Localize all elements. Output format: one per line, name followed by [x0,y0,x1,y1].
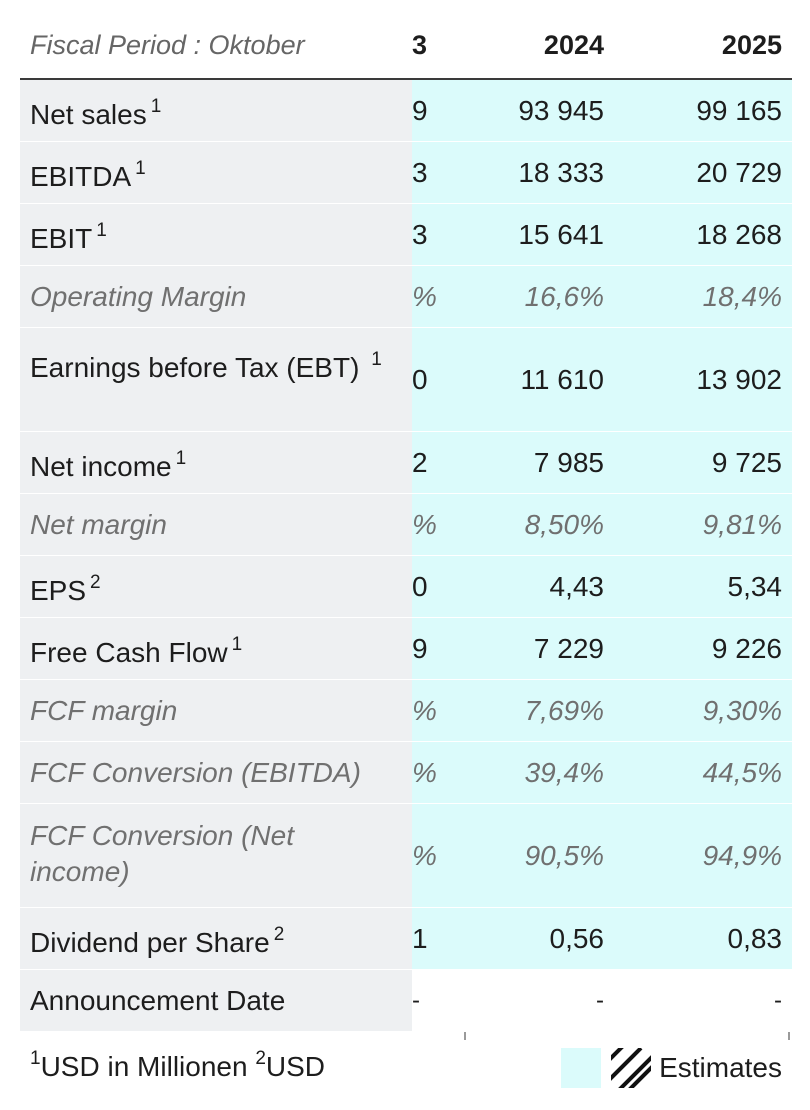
legend-label: Estimates [659,1052,782,1083]
cell-value: - [596,986,604,1014]
footnote-legend: 1USD in Millionen 2USD [30,1048,325,1083]
cell-value: % [412,694,437,726]
cell-value: 90,5% [524,839,604,871]
footnote-text: USD in Millionen [40,1051,248,1082]
table-row: Free Cash Flow 1 9 7 229 9 226 [20,618,792,680]
cell-value: 9,30% [702,694,782,726]
cell-value: 7,69% [524,694,604,726]
footnote-marker: 2 [90,571,101,593]
row-label: Net margin [30,508,167,540]
table-row: FCF Conversion (EBITDA) % 39,4% 44,5% [20,742,792,804]
table-row: FCF Conversion (Net income) % 90,5% 94,9… [20,804,792,908]
table-row: Dividend per Share 2 1 0,56 0,83 [20,908,792,970]
footnote-marker: 1 [175,447,187,469]
table-row: EBITDA 1 3 18 333 20 729 [20,142,792,204]
estimates-legend: Estimates [561,1048,782,1088]
cell-value: 3 [412,218,428,250]
cell-value: 94,9% [702,839,782,871]
row-label: Operating Margin [30,280,247,312]
row-label: EPS 2 [30,571,101,606]
table-header: Fiscal Period : Oktober 3 2024 2025 [20,0,792,80]
cell-value: 2 [412,446,428,478]
column-tick-marks [20,1032,792,1042]
cell-value: 0 [412,570,428,602]
cell-value: 4,43 [549,570,605,602]
cell-value: 0,83 [727,922,783,954]
table-row: Net margin % 8,50% 9,81% [20,494,792,556]
footnote-marker: 1 [150,95,162,117]
cell-value: 9 226 [711,632,782,664]
fiscal-period-label: Fiscal Period : Oktober [30,30,305,60]
footnote-marker: 1 [231,633,243,655]
footnote-marker: 1 [371,349,382,370]
cell-value: 5,34 [727,570,783,602]
table-row: EPS 2 0 4,43 5,34 [20,556,792,618]
cell-value: 9 [412,632,428,664]
table-row: Earnings before Tax (EBT) 1 0 11 610 13 … [20,328,792,432]
cell-value: 44,5% [702,756,782,788]
cell-value: 39,4% [524,756,604,788]
cell-value: 7 985 [533,446,604,478]
cell-value: 11 610 [520,363,604,395]
cell-value: 9,81% [702,508,782,540]
cell-value: 0,56 [549,922,605,954]
footnote-marker: 2 [273,923,285,945]
cell-value: 3 [412,156,428,188]
table-row: Net income 1 2 7 985 9 725 [20,432,792,494]
cell-value: % [412,508,437,540]
cell-value: 9 725 [711,446,782,478]
row-label: Dividend per Share 2 [30,923,285,958]
column-header-2025: 2025 [721,30,782,60]
row-label: Net sales 1 [30,95,162,130]
footnote-text: USD [265,1051,326,1082]
cell-value: 18 333 [518,156,604,188]
estimate-color-swatch [561,1048,602,1088]
cell-value: 18,4% [702,280,782,312]
cell-value: - [774,986,782,1014]
cell-value: 99 165 [696,94,782,126]
table-row: Operating Margin % 16,6% 18,4% [20,266,792,328]
footnote-marker: 2 [255,1048,266,1069]
cell-value: 7 229 [533,632,604,664]
cell-value: 13 902 [696,363,782,395]
footnote-marker: 1 [30,1048,41,1069]
cell-value: - [412,986,420,1014]
cell-value: 93 945 [518,94,604,126]
table-row: FCF margin % 7,69% 9,30% [20,680,792,742]
row-label: Net income 1 [30,447,187,482]
footnote-marker: 1 [96,219,107,241]
row-label: Announcement Date [30,984,286,1016]
footnote-marker: 1 [135,157,146,179]
cell-value: 0 [412,363,428,395]
cell-value: 8,50% [524,508,604,540]
cell-value: % [412,756,437,788]
row-label: Earnings before Tax (EBT) 1 [30,349,382,383]
financial-table: Fiscal Period : Oktober 3 2024 2025 Net … [20,0,792,1042]
cell-value: 20 729 [696,156,782,188]
cell-value: 15 641 [518,218,604,250]
cell-value: % [412,280,437,312]
cell-value: 9 [412,94,428,126]
column-header-2024: 2024 [543,30,604,60]
cell-value: 16,6% [524,280,604,312]
table-row: EBIT 1 3 15 641 18 268 [20,204,792,266]
row-label: EBITDA 1 [30,157,146,192]
row-label: FCF Conversion (EBITDA) [30,756,361,788]
row-label: Free Cash Flow 1 [30,633,243,668]
row-label: EBIT 1 [30,219,107,254]
hatch-pattern-icon [611,1048,652,1088]
tick-mark [788,1032,790,1040]
row-label: FCF Conversion (Net income) [30,820,295,887]
cell-value: 18 268 [696,218,782,250]
row-label: FCF margin [30,694,178,726]
column-header-partial: 3 [412,30,428,60]
table-row: Net sales 1 9 93 945 99 165 [20,80,792,142]
cell-value: % [412,839,437,871]
cell-value: 1 [412,922,428,954]
tick-mark [464,1032,466,1040]
table-row: Announcement Date - - - [20,970,792,1032]
